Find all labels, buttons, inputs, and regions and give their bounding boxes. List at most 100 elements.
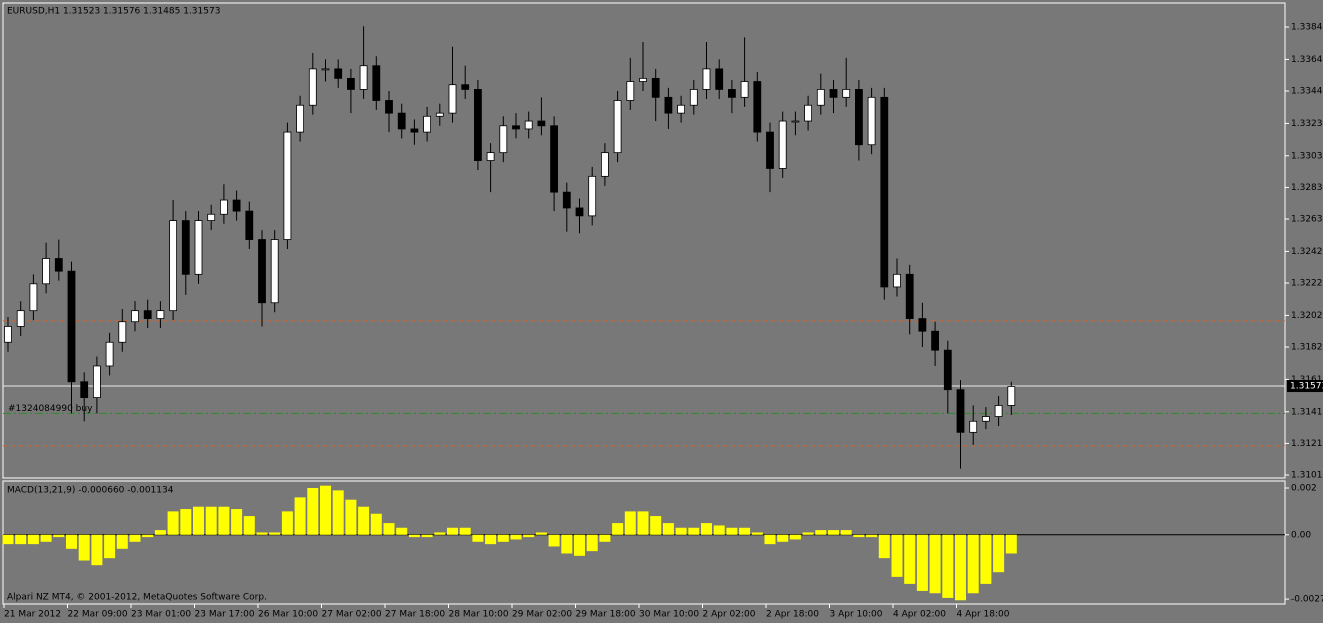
price-tick-label: 1.32020 xyxy=(1291,311,1323,321)
candle-body xyxy=(245,210,254,240)
macd-bar xyxy=(472,534,484,542)
candle-body xyxy=(80,381,89,398)
macd-bar xyxy=(205,506,217,535)
macd-bar xyxy=(726,527,738,535)
macd-bar xyxy=(739,527,751,535)
candle-body xyxy=(258,239,266,304)
macd-bar xyxy=(942,534,954,598)
candle-body xyxy=(169,220,178,312)
x-tick-label: 2 Apr 02:00 xyxy=(703,610,756,620)
price-tick-label: 1.31820 xyxy=(1291,343,1323,353)
candle-body xyxy=(181,220,190,275)
candle-body xyxy=(664,96,673,114)
candle-body xyxy=(778,120,787,169)
macd-bar xyxy=(650,516,662,535)
macd-bar xyxy=(967,534,979,594)
candle-body xyxy=(740,81,749,98)
x-tick-label: 29 Mar 18:00 xyxy=(576,610,636,620)
candle-body xyxy=(905,273,914,319)
candle-body xyxy=(626,81,635,101)
macd-bar xyxy=(675,527,687,535)
macd-bar xyxy=(485,534,497,545)
price-tick-label: 1.33235 xyxy=(1291,119,1323,129)
candle-body xyxy=(867,96,876,146)
candle-body xyxy=(143,310,152,319)
price-tick-label: 1.32425 xyxy=(1291,247,1323,257)
candle-body xyxy=(118,321,127,343)
candle-body xyxy=(486,152,495,161)
candle-body xyxy=(994,405,1003,417)
x-tick-label: 4 Apr 02:00 xyxy=(893,610,946,620)
x-tick-label: 3 Apr 10:00 xyxy=(830,610,883,620)
candle-body xyxy=(29,283,38,312)
candle-body xyxy=(575,207,584,217)
macd-bar xyxy=(2,534,14,545)
macd-bar xyxy=(815,530,827,535)
x-tick-label: 22 Mar 09:00 xyxy=(68,610,128,620)
x-tick-label: 27 Mar 18:00 xyxy=(385,610,445,620)
candle-body xyxy=(410,128,419,133)
x-tick-label: 23 Mar 01:00 xyxy=(131,610,191,620)
candle-body xyxy=(601,152,609,177)
macd-bar xyxy=(777,534,789,542)
macd-bar xyxy=(802,532,814,535)
candle-body xyxy=(550,125,558,193)
macd-bar xyxy=(332,490,344,535)
macd-bar xyxy=(764,534,776,545)
price-tick-label: 1.32225 xyxy=(1291,279,1323,289)
candle-body xyxy=(219,199,228,215)
price-tick-label: 1.33030 xyxy=(1291,151,1323,161)
macd-bar xyxy=(383,523,395,535)
macd-bar xyxy=(523,534,535,538)
macd-bar xyxy=(853,534,865,538)
macd-bar xyxy=(599,534,611,542)
macd-bar xyxy=(497,534,509,542)
macd-bar xyxy=(243,516,255,535)
chart-title: EURUSD,H1 1.31523 1.31576 1.31485 1.3157… xyxy=(7,7,220,17)
macd-bar xyxy=(624,511,636,535)
macd-bar xyxy=(751,532,763,535)
candle-body xyxy=(93,365,101,398)
x-tick-label: 30 Mar 10:00 xyxy=(639,610,699,620)
candle-body xyxy=(473,89,482,161)
candle-body xyxy=(105,341,114,367)
candle-body xyxy=(689,89,698,106)
candle-body xyxy=(512,125,520,130)
candle-body xyxy=(715,68,724,90)
macd-bar xyxy=(129,534,141,542)
macd-bar xyxy=(993,534,1005,573)
candle-body xyxy=(931,330,939,351)
candle-body xyxy=(880,96,889,288)
candle-body xyxy=(651,77,660,98)
candle-body xyxy=(283,131,292,240)
macd-bar xyxy=(269,532,281,535)
candle-body xyxy=(435,112,444,117)
macd-bar xyxy=(701,523,712,535)
candle-body xyxy=(804,104,812,122)
macd-bar xyxy=(320,485,331,535)
candle-body xyxy=(372,65,381,101)
macd-bar xyxy=(281,511,293,535)
candle-body xyxy=(677,104,685,114)
macd-bar xyxy=(231,509,243,535)
macd-bar xyxy=(91,534,103,566)
price-tick-label: 1.33440 xyxy=(1291,87,1323,97)
candle-body xyxy=(524,120,533,130)
macd-bar xyxy=(840,530,852,535)
candle-body xyxy=(385,100,393,114)
macd-tick-label: 0.00 xyxy=(1291,530,1311,540)
candle-body xyxy=(766,131,774,169)
macd-bar xyxy=(408,534,420,538)
macd-bar xyxy=(612,523,624,535)
macd-bar xyxy=(434,532,446,535)
candle-body xyxy=(321,68,330,71)
candle-body xyxy=(397,112,406,130)
macd-bar xyxy=(370,513,382,535)
macd-bar xyxy=(662,523,674,535)
macd-bar xyxy=(66,534,77,549)
macd-bar xyxy=(688,527,700,535)
candle-body xyxy=(855,89,863,146)
macd-bar xyxy=(294,497,306,535)
macd-bar xyxy=(637,511,649,535)
x-tick-label: 21 Mar 2012 xyxy=(4,610,61,620)
